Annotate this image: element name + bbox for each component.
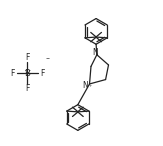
Text: F: F bbox=[41, 68, 45, 78]
Text: N: N bbox=[82, 81, 88, 90]
Text: F: F bbox=[10, 68, 14, 78]
Text: N: N bbox=[92, 48, 97, 57]
Text: B: B bbox=[25, 68, 30, 78]
Text: $^-$: $^-$ bbox=[44, 56, 51, 62]
Text: ·: · bbox=[23, 66, 27, 76]
Text: ·: · bbox=[28, 66, 32, 76]
Text: F: F bbox=[25, 84, 30, 93]
Text: $^+$: $^+$ bbox=[88, 84, 94, 89]
Text: F: F bbox=[25, 53, 30, 62]
